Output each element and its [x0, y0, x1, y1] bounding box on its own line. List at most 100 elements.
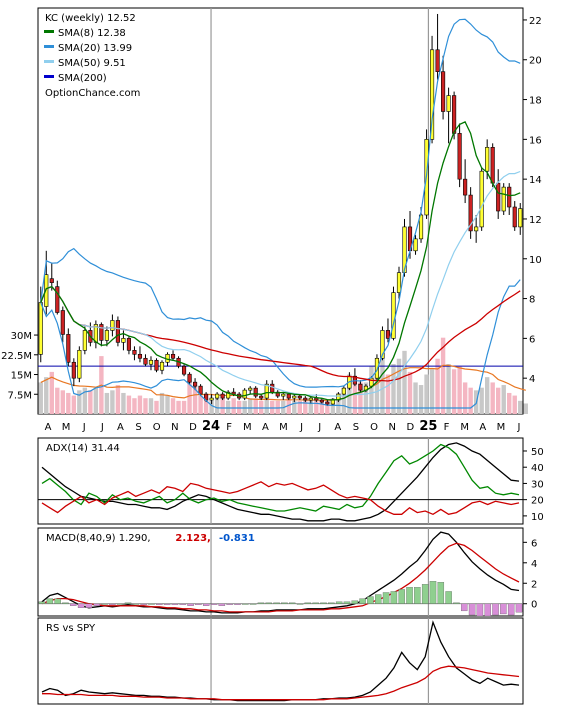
adx-legend: ADX(14) 31.44: [46, 443, 120, 454]
macd-histogram-bar: [226, 603, 233, 605]
x-tick-label: F: [226, 422, 232, 433]
candle-body: [303, 397, 308, 401]
candle-body: [457, 133, 462, 180]
candle-body: [463, 178, 468, 196]
volume-bar: [143, 398, 148, 414]
volume-bar: [214, 398, 220, 414]
volume-bar: [446, 364, 451, 414]
candle-body: [55, 286, 60, 313]
volume-bar: [286, 398, 291, 414]
y-tick-label: 20: [529, 56, 542, 67]
volume-bar: [336, 392, 341, 414]
volume-bar: [77, 390, 82, 414]
y-tick-label: 16: [529, 135, 542, 146]
x-tick-label: M: [497, 422, 506, 433]
candle-body: [104, 330, 109, 341]
macd-tick-label: 0: [531, 600, 537, 611]
candle-body: [49, 278, 54, 283]
volume-bar: [479, 387, 484, 414]
macd-histogram-bar: [85, 603, 93, 608]
macd-histogram-bar: [101, 603, 108, 605]
x-tick-label: A: [262, 422, 269, 433]
adx-tick-label: 50: [531, 447, 544, 458]
macd-histogram-bar: [124, 602, 132, 604]
volume-bar: [82, 387, 88, 414]
macd-histogram-bar: [375, 594, 382, 604]
candle-body: [126, 338, 132, 351]
candle-body: [474, 226, 479, 232]
volume-bar: [181, 400, 187, 414]
candle-body: [264, 383, 269, 399]
sma20-line: [40, 170, 521, 397]
macd-histogram-bar: [140, 603, 147, 605]
legend-box: [40, 10, 150, 96]
macd-histogram-bar: [304, 602, 312, 604]
legend-swatch: [44, 45, 54, 48]
candle-body: [77, 350, 82, 379]
x-tick-label: M: [460, 422, 469, 433]
candle-body: [308, 397, 313, 401]
candle-body: [66, 334, 71, 363]
volume-bar: [49, 371, 54, 414]
volume-bar: [71, 395, 77, 414]
candle-body: [281, 393, 286, 397]
candle-body: [490, 147, 495, 184]
x-tick-label: M: [279, 422, 288, 433]
macd-histogram-bar: [421, 584, 429, 604]
candle-body: [429, 49, 435, 140]
macd-histogram-bar: [398, 589, 405, 604]
volume-tick-label: 30M: [11, 331, 32, 342]
volume-bar: [396, 358, 402, 414]
candle-body: [518, 208, 523, 228]
macd-histogram-bar: [249, 603, 257, 605]
volume-bar: [38, 382, 43, 414]
candle-body: [369, 377, 374, 387]
volume-bar: [297, 400, 302, 414]
x-tick-label: A: [45, 422, 52, 433]
volume-bar: [352, 382, 358, 414]
volume-bar: [380, 353, 385, 414]
candle-body: [374, 357, 380, 379]
x-tick-label: A: [334, 422, 341, 433]
macd-histogram-bar: [62, 602, 69, 604]
macd-histogram-bar: [257, 602, 265, 604]
candle-body: [341, 387, 346, 395]
macd-histogram-bar: [492, 603, 499, 616]
y-tick-label: 22: [529, 16, 542, 27]
macd-histogram-bar: [195, 603, 202, 605]
y-tick-label: 18: [529, 96, 542, 107]
candle-body: [132, 350, 137, 355]
volume-bar: [314, 400, 319, 414]
macd-histogram-bar: [390, 591, 398, 604]
candle-body: [270, 383, 275, 393]
volume-bar: [501, 385, 506, 414]
macd-histogram-bar: [163, 603, 171, 605]
volume-bar: [192, 385, 198, 414]
candle-body: [501, 186, 506, 212]
rs-legend: RS vs SPY: [46, 623, 96, 634]
candle-body: [242, 389, 247, 399]
volume-bar: [507, 392, 512, 414]
volume-bar: [66, 392, 71, 414]
macd-histogram-bar: [218, 603, 226, 606]
legend-entry: OptionChance.com: [45, 88, 140, 99]
adx-series-line: [41, 443, 520, 512]
macd-histogram-bar: [77, 603, 85, 608]
volume-bar: [418, 385, 424, 414]
volume-bar: [369, 366, 374, 414]
x-tick-label: A: [479, 422, 486, 433]
volume-bar: [495, 387, 501, 414]
x-tick-label: 24: [202, 419, 220, 434]
macd-histogram-bar: [179, 603, 186, 605]
x-tick-label: D: [189, 422, 197, 433]
candle-body: [115, 320, 120, 343]
candle-body: [380, 330, 385, 359]
volume-bar: [325, 400, 330, 414]
candle-body: [226, 391, 231, 399]
volume-bar: [391, 364, 396, 414]
candle-body: [148, 359, 154, 365]
x-tick-label: D: [406, 422, 414, 433]
volume-bar: [88, 390, 93, 414]
adx-tick-label: 40: [531, 463, 544, 474]
